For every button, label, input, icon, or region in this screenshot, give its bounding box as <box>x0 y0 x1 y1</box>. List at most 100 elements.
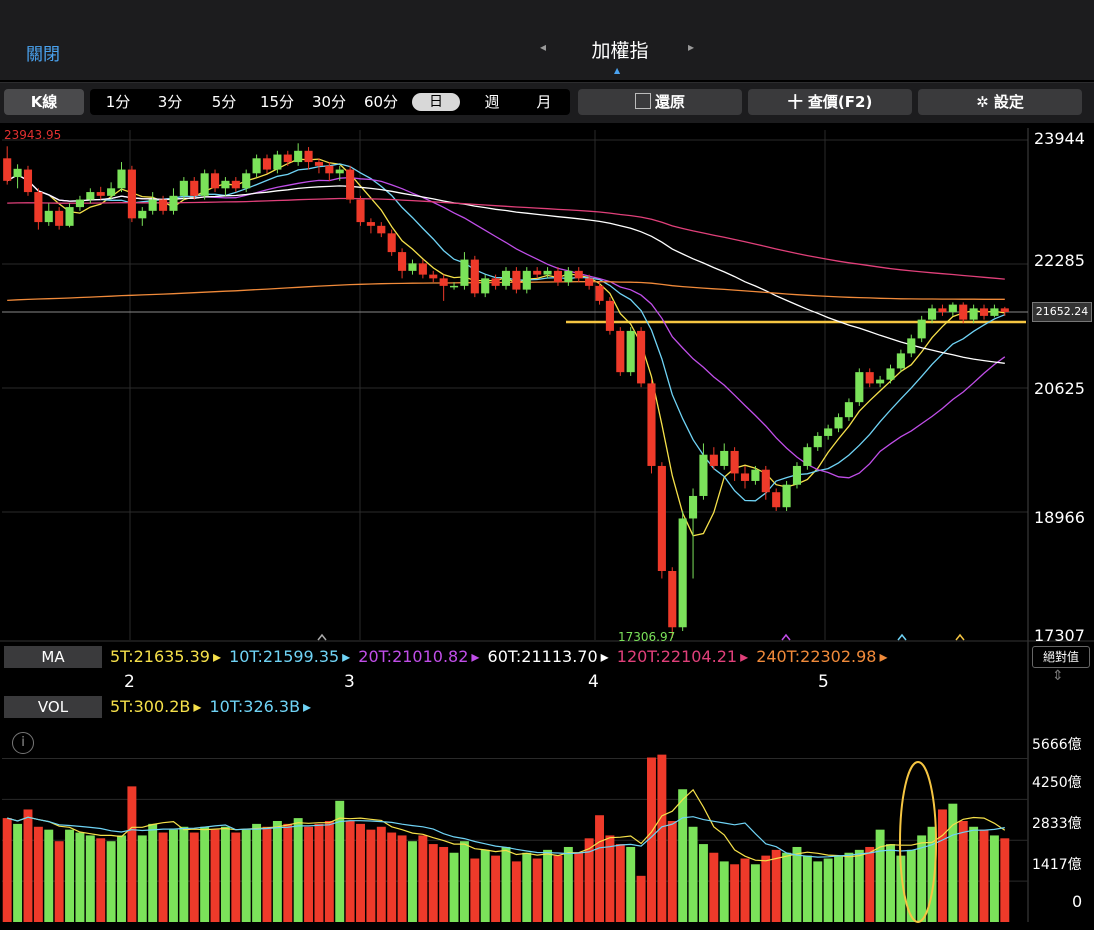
candle-body <box>346 169 355 200</box>
volume-bar <box>470 858 480 922</box>
candle-body <box>210 173 220 189</box>
interval-month[interactable]: 月 <box>536 93 552 111</box>
candle-body <box>262 158 272 170</box>
volume-bar <box>626 846 636 922</box>
candle-body <box>938 308 947 313</box>
volume-bar <box>345 821 355 922</box>
volume-bar <box>376 826 386 922</box>
resize-handle-icon[interactable]: ⇕ <box>1052 668 1064 684</box>
candle-body <box>740 473 750 481</box>
close-button[interactable]: 關閉 <box>26 45 60 65</box>
next-arrow-icon[interactable]: ▸ <box>688 40 695 54</box>
volume-bar <box>844 852 854 922</box>
volume-bar <box>304 826 314 922</box>
candle-body <box>585 278 594 286</box>
volume-bar <box>231 832 241 922</box>
volume-bar <box>782 852 792 922</box>
volume-bar <box>802 855 812 922</box>
volume-bar <box>397 835 407 922</box>
volume-bar <box>1000 838 1010 922</box>
candle-body <box>429 274 438 279</box>
absolute-value-button[interactable]: 絕對值 <box>1032 646 1090 668</box>
vol-axis-tick: 0 <box>1072 892 1083 911</box>
candle-body <box>969 308 978 320</box>
candle-body <box>626 330 635 373</box>
x-axis-label: 3 <box>344 672 355 692</box>
candle-body <box>979 308 989 316</box>
candle-body <box>668 570 677 628</box>
candle-body <box>190 180 199 196</box>
candle-body <box>1000 308 1009 312</box>
candle-body <box>470 259 479 294</box>
volume-bar <box>719 861 729 922</box>
interval-15m[interactable]: 15分 <box>259 93 295 111</box>
restore-toggle[interactable]: 還原 <box>578 89 742 115</box>
vol-10t: 10T:326.3B <box>209 697 301 716</box>
high-price-label: 23943.95 <box>4 128 62 142</box>
candle-body <box>730 450 739 474</box>
candle-body <box>813 435 822 448</box>
candle-body <box>138 210 147 219</box>
candle-body <box>3 158 12 181</box>
settings-button[interactable]: ✲ 設定 <box>918 89 1082 115</box>
price-axis-tick: 22285 <box>1034 251 1085 270</box>
volume-bar <box>834 855 844 922</box>
volume-bar <box>875 829 885 922</box>
candle-body <box>314 162 324 166</box>
volume-bar <box>137 835 147 922</box>
volume-bar <box>252 823 262 922</box>
vol-label[interactable]: VOL <box>4 696 102 718</box>
candle-body <box>366 222 375 226</box>
volume-bar <box>65 829 75 922</box>
interval-60m[interactable]: 60分 <box>363 93 399 111</box>
volume-bar <box>23 809 33 922</box>
candle-body <box>460 259 469 286</box>
candle-body <box>34 192 43 223</box>
k-line-button[interactable]: K線 <box>4 89 84 115</box>
prev-arrow-icon[interactable]: ◂ <box>540 40 547 54</box>
volume-bar <box>117 835 126 922</box>
volume-bar <box>75 832 85 922</box>
interval-30m[interactable]: 30分 <box>311 93 347 111</box>
candle-body <box>242 173 251 189</box>
volume-bar <box>324 821 334 922</box>
ma-label[interactable]: MA <box>4 646 102 668</box>
candle-body <box>844 402 853 418</box>
volume-bar <box>813 861 823 922</box>
current-price-tag: 21652.24 <box>1032 302 1092 322</box>
interval-day[interactable]: 日 <box>412 93 460 111</box>
candle-body <box>86 192 95 200</box>
vol-axis-tick: 2833億 <box>1032 816 1082 832</box>
query-price-button[interactable]: 十 查價(F2) <box>748 89 912 115</box>
interval-3m[interactable]: 3分 <box>157 93 183 111</box>
candle-body <box>231 180 240 189</box>
volume-bar <box>647 757 656 922</box>
volume-bar <box>491 855 501 922</box>
candle-body <box>709 454 718 466</box>
volume-bar <box>917 835 927 922</box>
x-axis-label: 5 <box>818 672 829 692</box>
volume-bar <box>168 829 178 922</box>
ma-marker-icon <box>955 633 965 641</box>
volume-bar <box>439 846 449 922</box>
annotation-ellipse <box>899 761 937 923</box>
ma-marker-icon <box>781 633 791 641</box>
candle-body <box>678 518 687 628</box>
volume-bar <box>408 841 417 922</box>
interval-week[interactable]: 週 <box>484 93 500 111</box>
price-axis-tick: 20625 <box>1034 379 1085 398</box>
candle-body <box>522 270 531 290</box>
ma-10t: 10T:21599.35 <box>229 647 340 666</box>
info-icon[interactable]: i <box>12 732 34 754</box>
candle-body <box>273 154 282 170</box>
candle-body <box>928 308 937 320</box>
interval-5m[interactable]: 5分 <box>211 93 237 111</box>
candle-body <box>169 195 178 211</box>
low-price-label: 17306.97 <box>618 630 676 644</box>
candle-body <box>699 454 708 496</box>
volume-bar <box>563 846 573 922</box>
candle-body <box>221 180 230 189</box>
interval-1m[interactable]: 1分 <box>105 93 131 111</box>
candle-body <box>377 225 386 234</box>
